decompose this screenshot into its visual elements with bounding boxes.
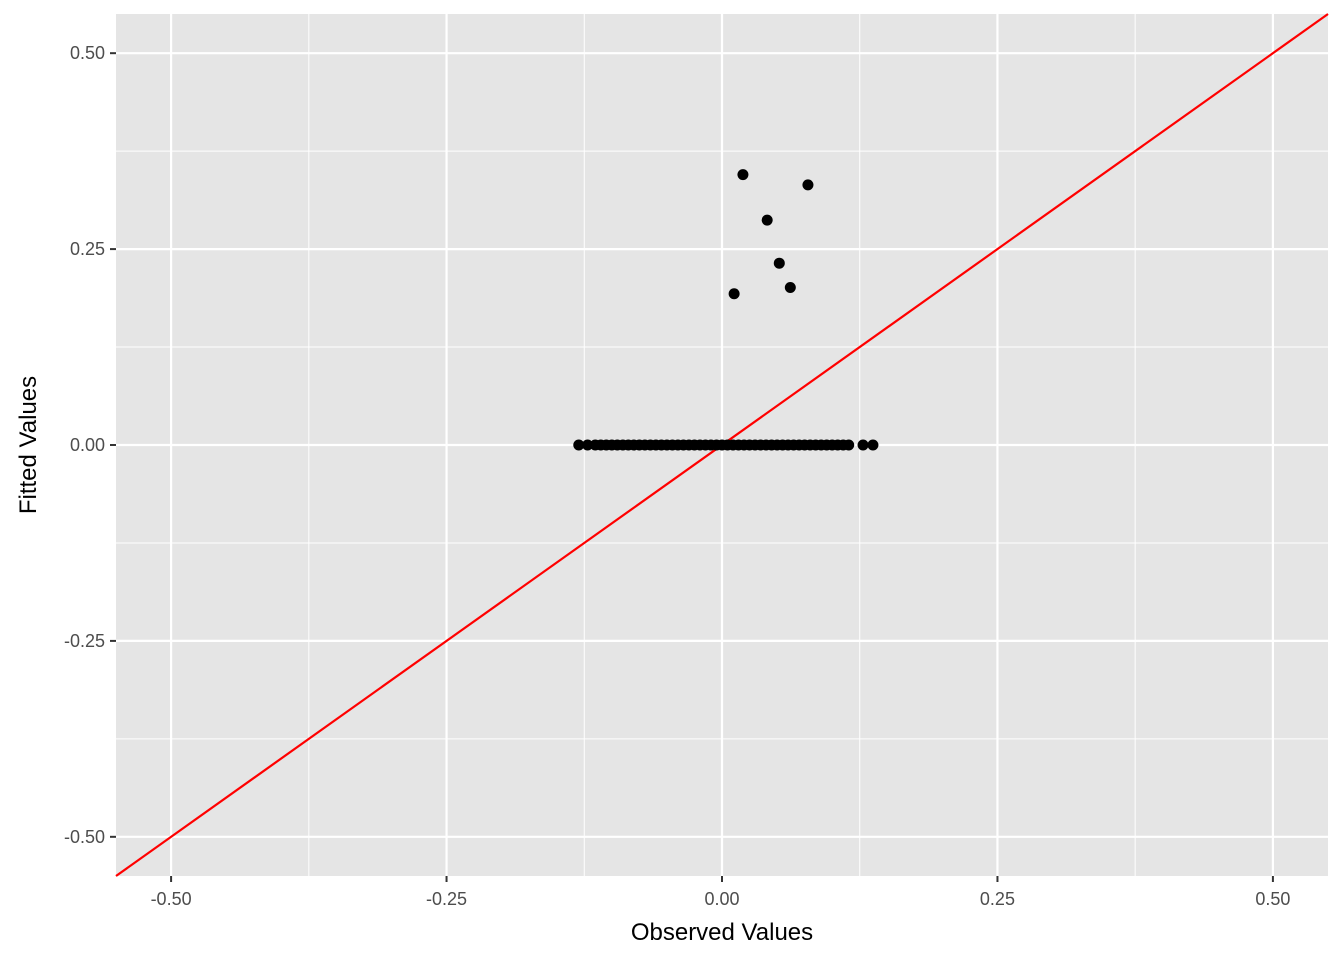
data-point: [857, 439, 869, 451]
data-point: [802, 179, 814, 191]
y-axis-title: Fitted Values: [15, 376, 42, 514]
y-tick-label: 0.50: [70, 43, 105, 63]
x-tick-label: -0.50: [151, 889, 192, 909]
y-tick-label: 0.25: [70, 239, 105, 259]
axes-layer: -0.50 -0.25 0.00 0.25 0.50 -0.50 -0.25 0.00 0.25…: [64, 43, 1290, 909]
x-axis-title: Observed Values: [631, 919, 813, 946]
y-tick-label: -0.25: [64, 631, 105, 651]
data-point: [843, 439, 855, 451]
data-point: [773, 257, 785, 269]
x-tick-label: 0.00: [704, 889, 739, 909]
data-point: [784, 281, 796, 293]
x-tick-label: 0.50: [1255, 889, 1290, 909]
data-point: [867, 439, 879, 451]
y-tick-label: 0.00: [70, 435, 105, 455]
points-layer: [573, 169, 879, 451]
data-point: [582, 439, 594, 451]
x-tick-label: -0.25: [426, 889, 467, 909]
data-point: [761, 214, 773, 226]
data-point: [728, 288, 740, 300]
data-point: [573, 439, 585, 451]
y-tick-label: -0.50: [64, 827, 105, 847]
data-point: [737, 169, 749, 181]
x-tick-label: 0.25: [980, 889, 1015, 909]
